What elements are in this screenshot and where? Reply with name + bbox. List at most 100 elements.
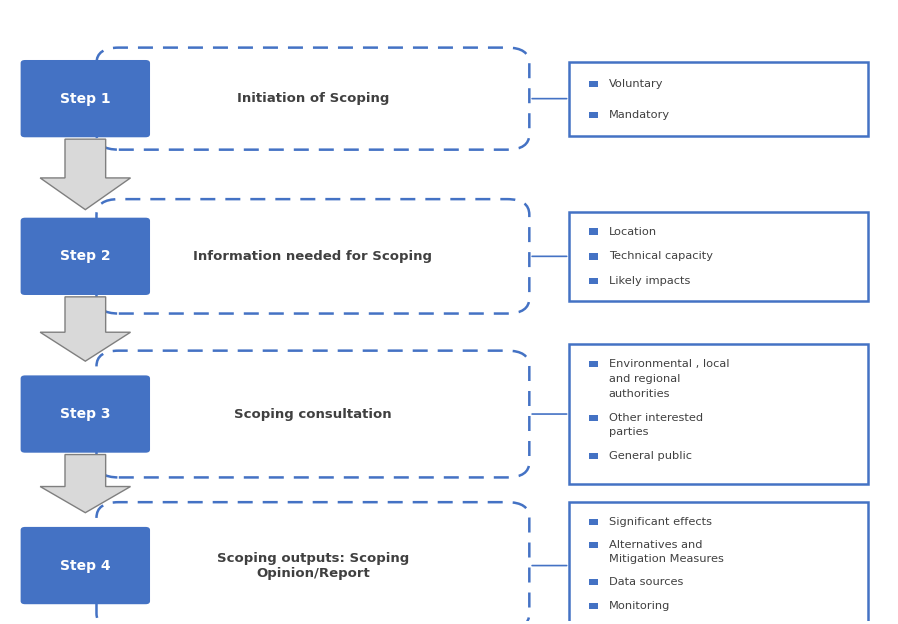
Point <box>122 112 136 122</box>
Point <box>127 553 141 563</box>
Point <box>40 533 55 543</box>
Point <box>73 386 87 396</box>
FancyBboxPatch shape <box>589 253 598 260</box>
Point <box>65 392 79 402</box>
Point <box>99 586 113 596</box>
FancyBboxPatch shape <box>589 519 598 525</box>
Point <box>37 542 51 552</box>
Text: Voluntary: Voluntary <box>609 79 664 89</box>
Point <box>65 235 79 245</box>
Text: Mandatory: Mandatory <box>609 110 670 120</box>
Point <box>122 270 136 280</box>
FancyBboxPatch shape <box>589 414 598 421</box>
Text: Step 4: Step 4 <box>60 558 110 573</box>
Text: Significant effects: Significant effects <box>609 517 712 527</box>
FancyBboxPatch shape <box>569 212 868 301</box>
Point <box>108 260 122 270</box>
Point <box>40 66 55 76</box>
FancyBboxPatch shape <box>96 199 529 313</box>
Text: and regional: and regional <box>609 374 680 384</box>
Text: Alternatives and: Alternatives and <box>609 540 702 550</box>
Point <box>73 537 87 547</box>
Text: Technical capacity: Technical capacity <box>609 251 713 261</box>
Point <box>127 243 141 253</box>
Point <box>72 110 86 120</box>
FancyBboxPatch shape <box>96 47 529 150</box>
Text: Location: Location <box>609 227 656 236</box>
Point <box>127 86 141 96</box>
FancyBboxPatch shape <box>21 527 150 604</box>
Point <box>115 557 129 567</box>
Point <box>106 564 120 574</box>
Point <box>92 95 107 105</box>
FancyBboxPatch shape <box>569 502 868 624</box>
Point <box>65 544 79 554</box>
FancyBboxPatch shape <box>96 502 529 624</box>
Point <box>72 425 86 435</box>
Point <box>99 277 113 287</box>
Text: Other interested: Other interested <box>609 412 703 422</box>
FancyBboxPatch shape <box>589 579 598 585</box>
Text: parties: parties <box>609 427 648 437</box>
Text: Data sources: Data sources <box>609 577 683 587</box>
Point <box>92 253 107 263</box>
Point <box>105 394 119 404</box>
Text: authorities: authorities <box>609 389 670 399</box>
Point <box>40 223 55 233</box>
Text: Initiation of Scoping: Initiation of Scoping <box>237 92 389 105</box>
Point <box>40 381 55 391</box>
Point <box>111 120 126 130</box>
Text: Likely impacts: Likely impacts <box>609 276 691 286</box>
Point <box>105 236 119 246</box>
Text: Step 1: Step 1 <box>60 92 110 105</box>
Point <box>115 90 129 100</box>
Point <box>105 545 119 555</box>
Point <box>72 267 86 277</box>
Point <box>92 411 107 421</box>
Point <box>37 232 51 242</box>
Polygon shape <box>40 297 130 361</box>
Polygon shape <box>40 454 130 513</box>
Point <box>37 74 51 84</box>
FancyBboxPatch shape <box>96 351 529 477</box>
Point <box>122 578 136 588</box>
Point <box>106 255 120 265</box>
Point <box>92 562 107 572</box>
Text: Step 2: Step 2 <box>60 250 110 263</box>
FancyBboxPatch shape <box>589 361 598 368</box>
Point <box>73 228 87 238</box>
Text: General public: General public <box>609 451 691 461</box>
Point <box>72 577 86 587</box>
Point <box>122 427 136 437</box>
FancyBboxPatch shape <box>589 112 598 118</box>
Point <box>111 436 126 446</box>
FancyBboxPatch shape <box>589 228 598 235</box>
Point <box>73 71 87 80</box>
Point <box>108 417 122 427</box>
FancyBboxPatch shape <box>589 453 598 459</box>
Text: Step 3: Step 3 <box>60 407 110 421</box>
FancyBboxPatch shape <box>589 278 598 285</box>
Point <box>99 435 113 445</box>
Text: Information needed for Scoping: Information needed for Scoping <box>193 250 433 263</box>
Text: Scoping outputs: Scoping
Opinion/Report: Scoping outputs: Scoping Opinion/Report <box>216 552 409 580</box>
Point <box>111 278 126 288</box>
Point <box>106 412 120 422</box>
Point <box>108 569 122 579</box>
FancyBboxPatch shape <box>589 80 598 87</box>
Point <box>37 390 51 400</box>
Point <box>65 77 79 87</box>
FancyBboxPatch shape <box>569 344 868 484</box>
FancyBboxPatch shape <box>569 62 868 136</box>
FancyBboxPatch shape <box>21 60 150 137</box>
Text: Scoping consultation: Scoping consultation <box>234 407 392 421</box>
Text: Environmental , local: Environmental , local <box>609 359 729 369</box>
Text: Monitoring: Monitoring <box>609 601 670 611</box>
Polygon shape <box>40 139 130 210</box>
FancyBboxPatch shape <box>589 542 598 548</box>
FancyBboxPatch shape <box>21 376 150 452</box>
Text: Mitigation Measures: Mitigation Measures <box>609 554 724 564</box>
FancyBboxPatch shape <box>589 603 598 609</box>
Point <box>108 102 122 112</box>
Point <box>105 79 119 89</box>
